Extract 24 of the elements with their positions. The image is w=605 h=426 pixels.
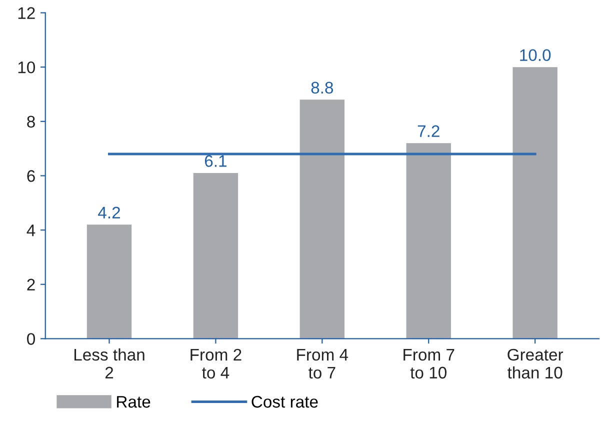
data-label: 10.0 — [520, 49, 551, 62]
x-tick-label: Greater than 10 — [508, 348, 564, 379]
x-tick-label: From 4 to 7 — [297, 349, 348, 379]
data-label: 4.2 — [98, 206, 120, 218]
bar — [512, 67, 558, 339]
legend-label: Cost rate — [252, 396, 318, 408]
data-label: 6.1 — [204, 155, 226, 167]
y-tick-label: 0 — [27, 333, 35, 345]
y-tick-label: 10 — [18, 61, 36, 74]
x-tick-label: From 7 to 10 — [404, 349, 454, 379]
y-tick-label: 4 — [26, 224, 36, 236]
data-label: 8.8 — [311, 82, 334, 94]
bar — [406, 143, 451, 339]
data-label: 7.2 — [418, 125, 440, 137]
x-tick-label: From 2 to 4 — [190, 348, 242, 379]
y-tick-label: 2 — [27, 278, 35, 290]
bar — [86, 224, 132, 339]
bar — [193, 173, 238, 339]
y-tick-label: 8 — [27, 116, 35, 128]
x-tick-label: Less than 2 — [74, 348, 144, 378]
legend-label: Rate — [117, 396, 150, 408]
y-tick-label: 6 — [27, 170, 35, 182]
y-tick-label: 12 — [18, 7, 35, 19]
bar — [300, 100, 345, 339]
